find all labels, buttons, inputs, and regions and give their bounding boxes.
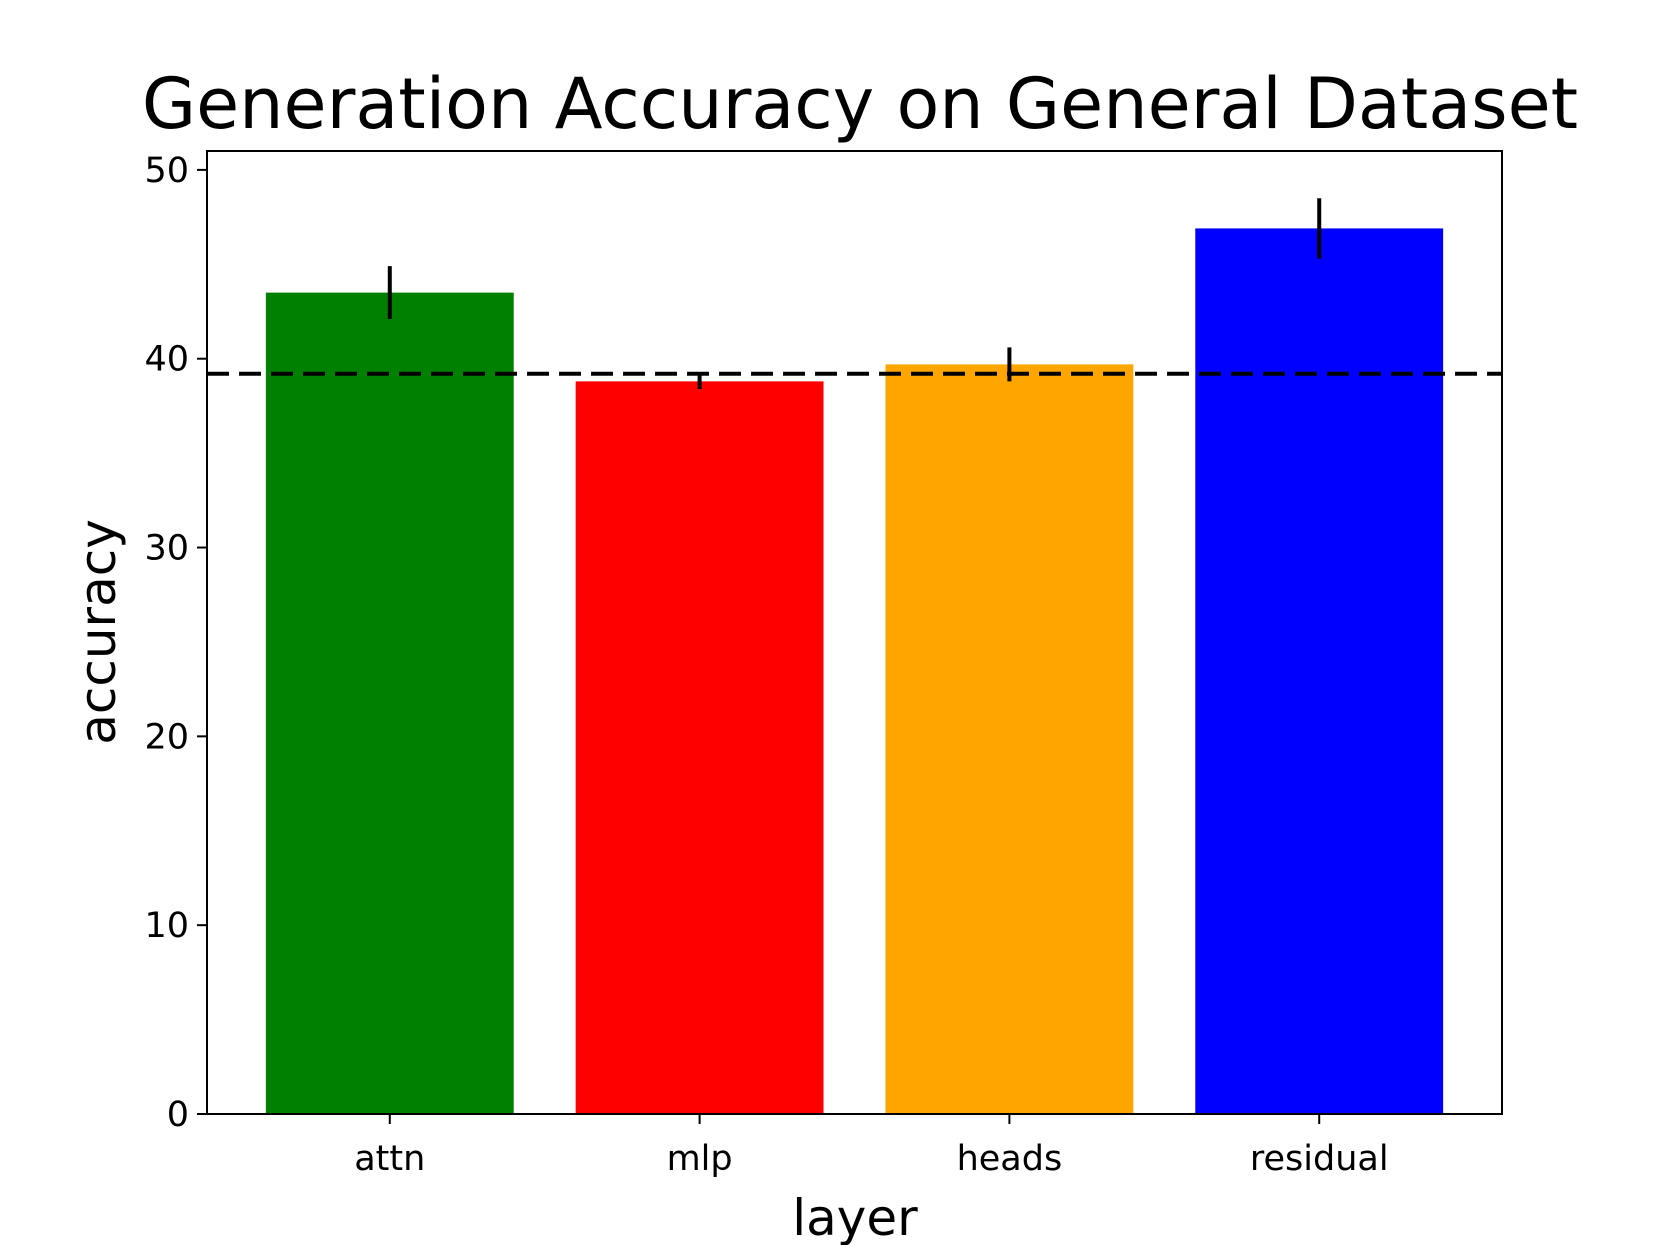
x-tick-label-residual: residual	[1250, 1139, 1389, 1179]
y-tick-label-0: 0	[167, 1095, 189, 1135]
y-tick-label-20: 20	[144, 717, 189, 757]
y-tick-label-40: 40	[144, 340, 189, 380]
bar-residual	[1195, 228, 1444, 1114]
y-axis-label: accuracy	[69, 519, 127, 745]
bar-mlp	[575, 381, 824, 1114]
axes-frame	[206, 150, 1503, 1115]
bar-attn	[265, 292, 514, 1114]
chart-title: Generation Accuracy on General Dataset	[142, 63, 1578, 145]
bar-heads	[885, 364, 1134, 1114]
x-tick-label-mlp: mlp	[667, 1139, 733, 1179]
y-tick-label-30: 30	[144, 529, 189, 569]
plot-area: attn mlp heads residual 0 10 20 30 40 50	[144, 151, 1502, 1179]
x-tick-label-heads: heads	[957, 1139, 1063, 1179]
x-tick-label-attn: attn	[354, 1139, 425, 1179]
y-tick-label-50: 50	[144, 151, 189, 191]
x-axis-label: layer	[792, 1189, 918, 1245]
y-tick-label-10: 10	[144, 906, 189, 946]
